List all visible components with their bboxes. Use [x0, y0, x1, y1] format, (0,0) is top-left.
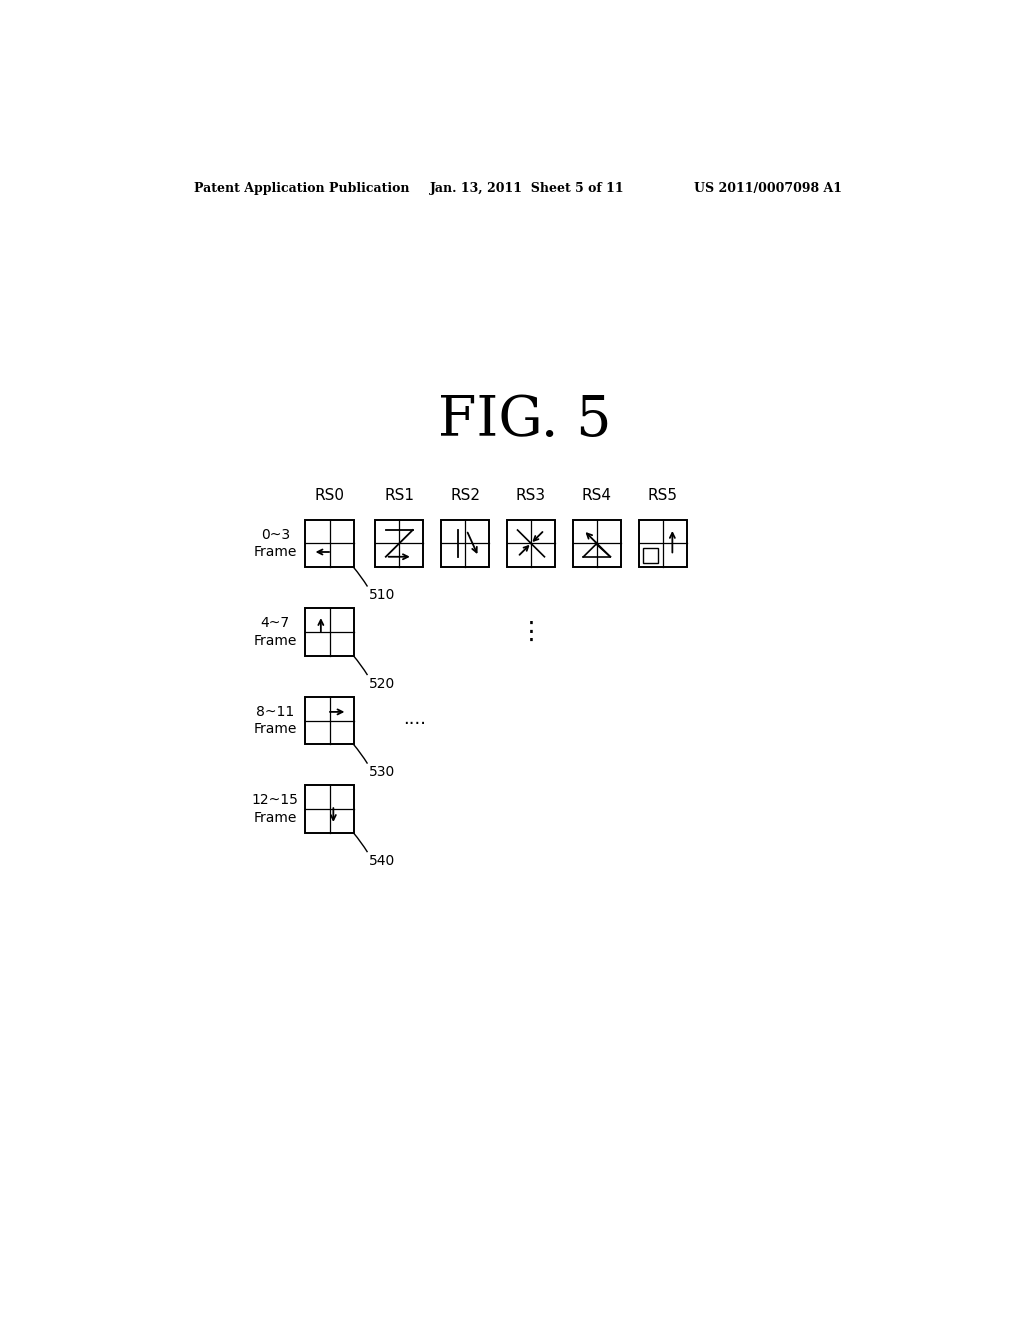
Text: US 2011/0007098 A1: US 2011/0007098 A1	[693, 182, 842, 194]
Text: RS4: RS4	[582, 488, 612, 503]
Text: 4~7
Frame: 4~7 Frame	[254, 616, 297, 648]
Bar	[441, 520, 489, 568]
Bar	[305, 609, 353, 656]
Bar	[639, 520, 687, 568]
Text: Jan. 13, 2011  Sheet 5 of 11: Jan. 13, 2011 Sheet 5 of 11	[430, 182, 625, 194]
Bar	[375, 520, 423, 568]
Text: ⋮: ⋮	[518, 620, 544, 644]
Bar	[507, 520, 555, 568]
Text: 510: 510	[369, 589, 395, 602]
Bar	[305, 520, 353, 568]
Text: 530: 530	[369, 766, 395, 779]
Bar	[305, 785, 353, 833]
Bar	[305, 697, 353, 744]
Text: FIG. 5: FIG. 5	[438, 393, 611, 447]
Text: RS2: RS2	[451, 488, 480, 503]
Text: Patent Application Publication: Patent Application Publication	[194, 182, 410, 194]
Text: RS3: RS3	[516, 488, 546, 503]
Text: 520: 520	[369, 677, 395, 690]
Text: 0~3
Frame: 0~3 Frame	[254, 528, 297, 560]
Text: ....: ....	[403, 710, 426, 727]
Text: RS1: RS1	[384, 488, 415, 503]
Bar	[643, 548, 658, 562]
Text: 12~15
Frame: 12~15 Frame	[252, 793, 299, 825]
Text: 540: 540	[369, 854, 395, 867]
Text: 8~11
Frame: 8~11 Frame	[254, 705, 297, 737]
Text: RS0: RS0	[314, 488, 344, 503]
Bar	[572, 520, 621, 568]
Text: RS5: RS5	[648, 488, 678, 503]
